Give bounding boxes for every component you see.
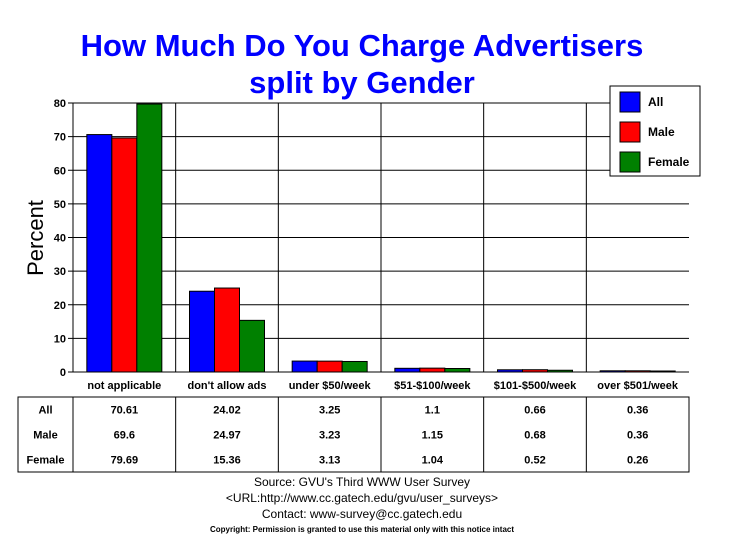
x-tick-label: $51-$100/week <box>394 380 471 392</box>
y-tick-label: 10 <box>54 333 66 345</box>
x-tick-label: don't allow ads <box>187 380 266 392</box>
data-label: 79.69 <box>111 455 139 467</box>
data-label: 69.6 <box>114 430 135 442</box>
x-tick-label: under $50/week <box>289 380 372 392</box>
data-label: 3.23 <box>319 430 340 442</box>
data-label: 0.36 <box>627 430 648 442</box>
legend-label: All <box>648 95 663 109</box>
data-label: 15.36 <box>213 455 241 467</box>
data-table-row-label: Male <box>33 430 57 442</box>
bar-male <box>316 360 343 373</box>
bar-male <box>419 367 446 373</box>
legend-swatch <box>619 151 641 173</box>
y-tick-label: 60 <box>54 165 66 177</box>
data-label: 70.61 <box>111 405 139 417</box>
x-tick-label: over $501/week <box>597 380 679 392</box>
y-tick-label: 30 <box>54 266 66 278</box>
legend-label: Female <box>648 155 690 169</box>
bar-female <box>136 103 163 373</box>
data-table-row-label: Female <box>27 455 65 467</box>
bar-male <box>111 137 138 373</box>
y-tick-label: 0 <box>60 367 66 379</box>
data-label: 24.02 <box>213 405 241 417</box>
data-label: 0.66 <box>524 405 545 417</box>
bar-female <box>444 368 471 373</box>
data-label: 3.25 <box>319 405 340 417</box>
bar-female <box>341 360 368 373</box>
data-label: 1.15 <box>422 430 443 442</box>
footer-url: <URL:http://www.cc.gatech.edu/gvu/user_s… <box>226 491 498 505</box>
footer-contact: Contact: www-survey@cc.gatech.edu <box>262 507 462 521</box>
data-label: 0.52 <box>524 455 545 467</box>
legend-swatch <box>619 121 641 143</box>
x-tick-label: $101-$500/week <box>494 380 577 392</box>
data-label: 1.1 <box>425 405 440 417</box>
y-tick-label: 20 <box>54 300 66 312</box>
data-label: 0.26 <box>627 455 648 467</box>
data-table-row-label: All <box>38 405 52 417</box>
legend-label: Male <box>648 125 675 139</box>
bar-female <box>239 319 265 373</box>
footer-source: Source: GVU's Third WWW User Survey <box>254 475 470 489</box>
bar-all <box>86 134 113 373</box>
data-label: 3.13 <box>319 455 340 467</box>
data-label: 24.97 <box>213 430 241 442</box>
chart-title-line2: split by Gender <box>249 65 475 100</box>
y-tick-label: 40 <box>54 233 66 245</box>
footer-copyright: Copyright: Permission is granted to use … <box>210 525 514 534</box>
x-tick-label: not applicable <box>87 380 161 392</box>
bar-all <box>291 360 318 373</box>
bar-all <box>189 290 215 373</box>
data-label: 0.36 <box>627 405 648 417</box>
legend-swatch <box>619 91 641 113</box>
data-label: 1.04 <box>422 455 444 467</box>
bar-all <box>394 367 421 373</box>
data-label: 0.68 <box>524 430 545 442</box>
y-tick-label: 50 <box>54 199 66 211</box>
y-tick-label: 70 <box>54 132 66 144</box>
y-axis-label: Percent <box>23 200 48 276</box>
y-tick-label: 80 <box>54 98 66 110</box>
chart-title-line1: How Much Do You Charge Advertisers <box>81 28 644 63</box>
bar-male <box>214 287 240 373</box>
